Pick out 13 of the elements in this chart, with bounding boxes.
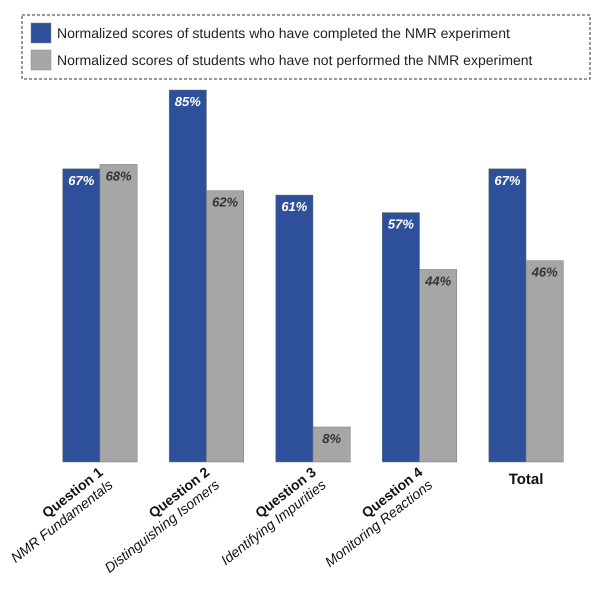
x-tick-label: Total	[508, 471, 544, 488]
legend-label: Normalized scores of students who have not performed the NMR experiment	[57, 52, 533, 68]
data-label: 68%	[106, 168, 132, 184]
data-label: 46%	[530, 264, 558, 280]
data-label: 67%	[68, 172, 95, 188]
data-label: 62%	[212, 194, 239, 210]
data-label: 61%	[281, 199, 308, 214]
data-label: 57%	[388, 216, 414, 232]
data-label: 85%	[174, 94, 202, 109]
data-label: 67%	[494, 172, 521, 188]
data-label: 8%	[322, 430, 342, 446]
data-label: 44%	[424, 273, 452, 288]
legend-label: Normalized scores of students who have completed the NMR experiment	[57, 25, 510, 41]
